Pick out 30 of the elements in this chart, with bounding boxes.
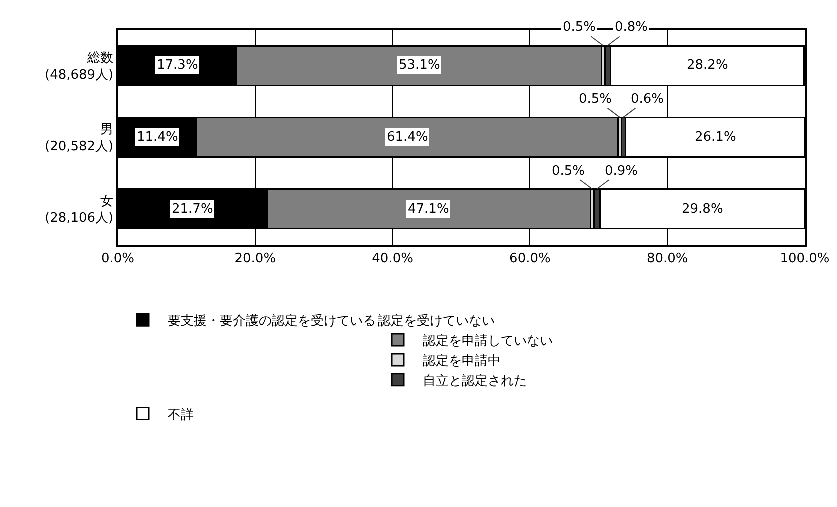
data-label: 11.4% <box>137 130 178 145</box>
data-label: 0.6% <box>631 92 664 107</box>
legend-label: 自立と認定された <box>423 372 527 389</box>
data-label: 26.1% <box>695 130 736 145</box>
data-label: 47.1% <box>408 202 450 217</box>
legend-title: 認定を受けていない <box>378 314 495 330</box>
x-tick-label: 80.0% <box>646 251 688 266</box>
data-label: 29.8% <box>682 202 724 217</box>
data-label: 21.7% <box>172 202 214 217</box>
x-tick-label: 0.0% <box>101 251 135 266</box>
legend-label: 不詳 <box>168 408 194 423</box>
data-label: 0.5% <box>579 92 612 107</box>
y-tick-label: 男 (20,582人) <box>45 122 114 154</box>
legend-label: 認定を申請していない <box>423 334 553 350</box>
legend-label: 要支援・要介護の認定を受けている <box>168 314 376 330</box>
data-label: 53.1% <box>399 58 440 73</box>
x-tick-label: 100.0% <box>780 251 830 266</box>
y-tick-label: 女 (28,106人) <box>45 194 114 226</box>
data-label: 28.2% <box>687 58 728 73</box>
data-label: 0.9% <box>605 164 638 179</box>
data-label: 0.8% <box>615 20 648 35</box>
data-label: 61.4% <box>387 130 428 145</box>
y-tick-label: 総数 (48,689人) <box>45 50 114 83</box>
legend-label: 認定を申請中 <box>423 354 501 370</box>
data-label: 17.3% <box>157 58 198 73</box>
x-tick-label: 60.0% <box>510 251 551 266</box>
x-tick-label: 20.0% <box>234 251 276 266</box>
data-label: 0.5% <box>563 20 596 35</box>
x-tick-label: 40.0% <box>372 251 414 266</box>
data-label: 0.5% <box>552 164 586 179</box>
